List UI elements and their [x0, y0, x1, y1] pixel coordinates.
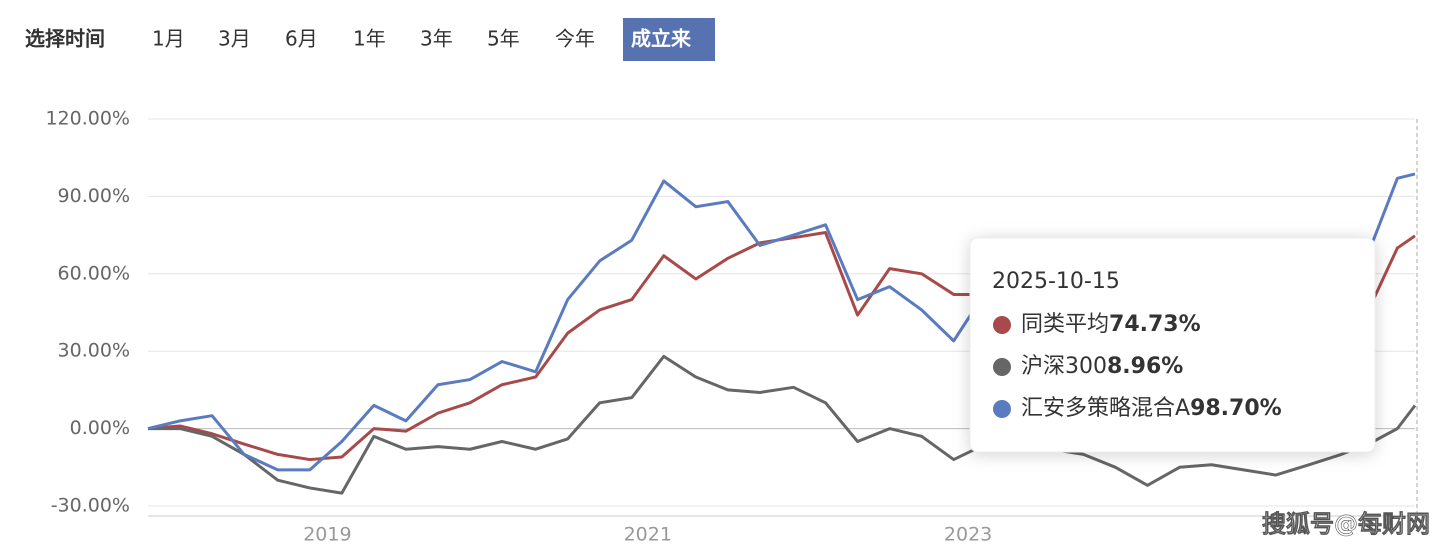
range-option[interactable]: 6月	[285, 27, 318, 51]
y-tick-label: 0.00%	[70, 417, 130, 439]
tooltip-value: 74.73%	[1109, 312, 1201, 337]
series-name: 汇安多策略混合A	[1021, 396, 1190, 421]
tooltip-item: 同类平均74.73%	[1021, 312, 1201, 337]
y-tick-label: 60.00%	[58, 262, 130, 284]
range-option[interactable]: 3月	[218, 27, 251, 51]
range-option[interactable]: 5年	[487, 27, 520, 51]
tooltip-item: 汇安多策略混合A98.70%	[1021, 396, 1282, 421]
tooltip: 2025-10-15同类平均74.73%沪深3008.96%汇安多策略混合A98…	[969, 237, 1376, 453]
tooltip-marker	[993, 316, 1011, 334]
series-name: 沪深300	[1021, 354, 1107, 379]
range-option[interactable]: 成立来	[631, 27, 692, 51]
range-label: 选择时间	[25, 27, 105, 51]
active-button-bg	[623, 18, 715, 61]
tooltip-box	[969, 237, 1376, 453]
range-option[interactable]: 今年	[555, 27, 595, 51]
y-tick-label: -30.00%	[51, 495, 130, 517]
tooltip-marker	[993, 358, 1011, 376]
y-tick-label: 30.00%	[58, 340, 130, 362]
x-tick-label: 2021	[624, 524, 672, 546]
range-option[interactable]: 1月	[152, 27, 185, 51]
x-tick-label: 2023	[944, 524, 992, 546]
x-tick-label: 2019	[303, 524, 351, 546]
series-name: 同类平均	[1021, 312, 1109, 337]
y-tick-label: 120.00%	[45, 108, 130, 130]
tooltip-item: 沪深3008.96%	[1021, 354, 1183, 379]
tooltip-title: 2025-10-15	[992, 269, 1120, 294]
line-series	[148, 354, 1417, 495]
range-option[interactable]: 3年	[420, 27, 453, 51]
range-option[interactable]: 1年	[353, 27, 386, 51]
tooltip-value: 98.70%	[1190, 396, 1282, 421]
y-tick-label: 90.00%	[58, 185, 130, 207]
watermark: 搜狐号@每财网	[1262, 510, 1430, 538]
tooltip-value: 8.96%	[1107, 354, 1183, 379]
tooltip-marker	[993, 400, 1011, 418]
